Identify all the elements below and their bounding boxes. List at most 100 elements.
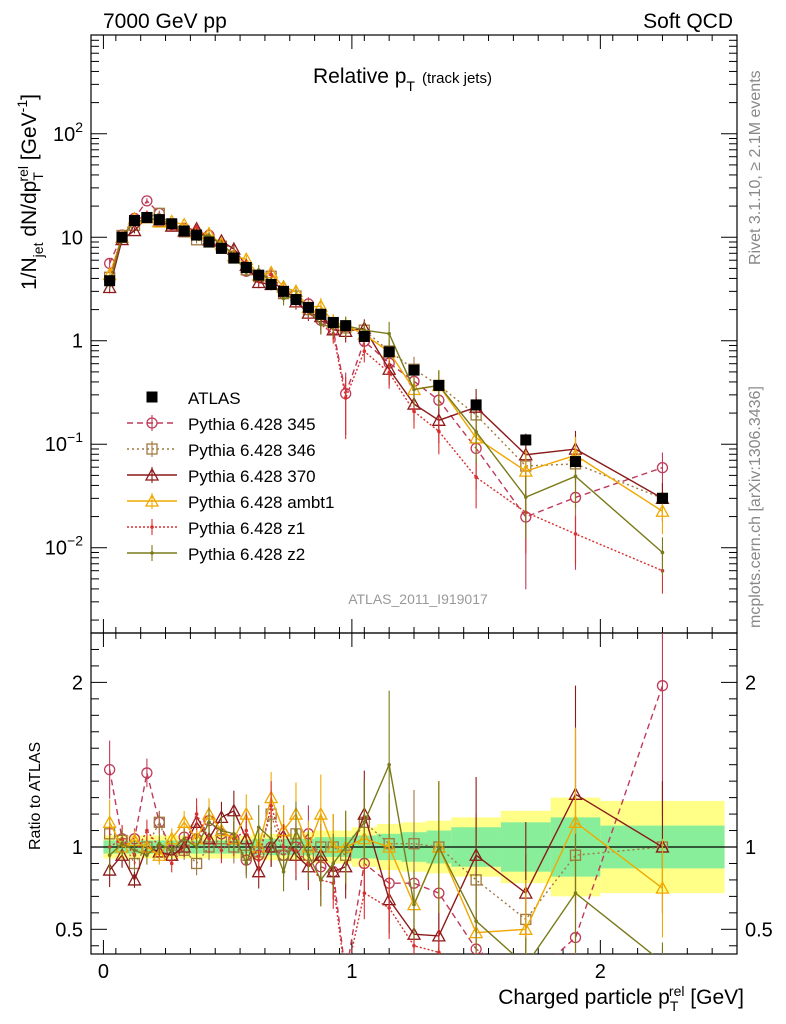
legend-item-atlas: ATLAS — [146, 389, 241, 408]
axis-ticks: 0 1 2 10−2 10−1 1 10 102 0.5 0.5 1 1 2 2 — [45, 34, 773, 983]
series-point — [437, 429, 441, 434]
data-point — [470, 399, 482, 411]
ratio-tick-label-right: 2 — [745, 672, 756, 694]
ratio-point — [219, 848, 224, 853]
ratio-point — [437, 845, 441, 849]
mcplots-label: mcplots.cern.ch [arXiv:1306.3436] — [747, 386, 764, 628]
ratio-axis-label: Ratio to ATLAS — [27, 742, 44, 850]
legend: ATLAS Pythia 6.428 345 Pythia 6.428 346 Pyt… — [127, 389, 334, 564]
data-point — [253, 269, 265, 281]
ratio-point — [661, 977, 665, 981]
legend-item-pythia-6-428-370: Pythia 6.428 370 — [127, 467, 316, 486]
main-series-layer — [102, 195, 670, 594]
chart-title-suffix: (track jets) — [422, 70, 492, 87]
series-line — [108, 212, 663, 572]
data-point — [265, 278, 277, 290]
series-point — [474, 429, 478, 434]
ratio-point — [382, 839, 397, 853]
ratio-point — [408, 838, 420, 850]
series-point — [412, 409, 416, 414]
data-point — [315, 308, 327, 320]
data-point — [166, 218, 178, 230]
ratio-tick-label-right: 1 — [745, 837, 756, 859]
legend-item-pythia-6-428-346: Pythia 6.428 346 — [127, 441, 316, 460]
legend-marker — [150, 551, 154, 555]
legend-label: Pythia 6.428 346 — [188, 441, 316, 460]
series-line — [108, 218, 663, 553]
data-point — [302, 301, 314, 313]
ratio-point — [524, 977, 528, 981]
series-point — [656, 461, 669, 474]
data-point — [278, 285, 290, 297]
header-right: Soft QCD — [643, 10, 733, 33]
ratio-point — [219, 828, 224, 833]
series-point — [251, 275, 266, 289]
ratio-point — [114, 847, 130, 861]
legend-marker — [146, 417, 158, 429]
ratio-point — [102, 862, 117, 876]
data-point — [520, 434, 532, 446]
legend-label: Pythia 6.428 z1 — [188, 519, 305, 538]
legend-marker — [150, 525, 154, 529]
legend-label: Pythia 6.428 345 — [188, 415, 316, 434]
legend-item-pythia-6-428-ambt1: Pythia 6.428 ambt1 — [127, 493, 334, 512]
ratio-point — [157, 841, 162, 846]
ratio-point — [518, 921, 533, 935]
series-atlas-data — [104, 212, 668, 504]
data-point — [383, 346, 395, 358]
ratio-tick-label: 0.5 — [55, 919, 83, 941]
data-point — [141, 212, 153, 224]
data-point — [215, 242, 227, 254]
ratio-point — [269, 836, 273, 841]
header-left: 7000 GeV pp — [103, 10, 227, 33]
legend-marker — [146, 443, 158, 455]
y-tick-label: 10−1 — [45, 429, 83, 456]
ratio-point — [120, 841, 124, 846]
chart-title-sub: T — [406, 78, 415, 94]
ratio-point — [362, 891, 367, 895]
data-point — [191, 229, 203, 241]
legend-item-pythia-6-428-345: Pythia 6.428 345 — [127, 415, 316, 434]
ratio-point — [306, 853, 311, 858]
ratio-point — [127, 872, 142, 886]
x-axis-label: Charged particle pTrel [GeV] — [498, 983, 744, 1014]
ratio-point — [474, 919, 478, 923]
ratio-series-pythia-6-428-345 — [103, 633, 669, 954]
series-point — [362, 349, 367, 354]
ratio-point — [362, 820, 367, 825]
ratio-point — [313, 806, 328, 820]
ratio-series-line — [109, 793, 663, 937]
series-point — [387, 331, 391, 336]
series-point — [655, 503, 670, 517]
legend-label: Pythia 6.428 370 — [188, 467, 316, 486]
ratio-point — [469, 847, 484, 861]
ratio-point — [573, 891, 578, 895]
series-point — [573, 474, 578, 479]
ratio-point — [232, 832, 236, 836]
series-point — [194, 225, 199, 229]
legend-marker — [144, 493, 160, 507]
series-point — [474, 475, 478, 480]
analysis-watermark: ATLAS_2011_I919017 — [348, 591, 488, 607]
series-point — [387, 370, 391, 375]
series-point — [281, 296, 286, 301]
ratio-point — [169, 861, 174, 866]
data-point — [104, 275, 116, 287]
ratio-point — [661, 960, 665, 964]
ratio-point — [656, 680, 669, 692]
ratio-point — [152, 847, 167, 861]
legend-item-pythia-6-428-z2: Pythia 6.428 z2 — [127, 545, 305, 564]
data-point — [327, 317, 339, 329]
ratio-point — [331, 861, 336, 866]
ratio-point — [177, 814, 192, 828]
ratio-point — [207, 820, 211, 825]
series-point — [573, 532, 578, 536]
ratio-series-line — [109, 762, 654, 954]
ratio-point — [568, 814, 583, 828]
ratio-point — [153, 816, 165, 828]
legend-marker — [146, 391, 158, 403]
data-point — [178, 225, 190, 237]
ratio-point — [107, 853, 112, 858]
ratio-point — [256, 825, 261, 830]
legend-marker — [144, 467, 160, 481]
